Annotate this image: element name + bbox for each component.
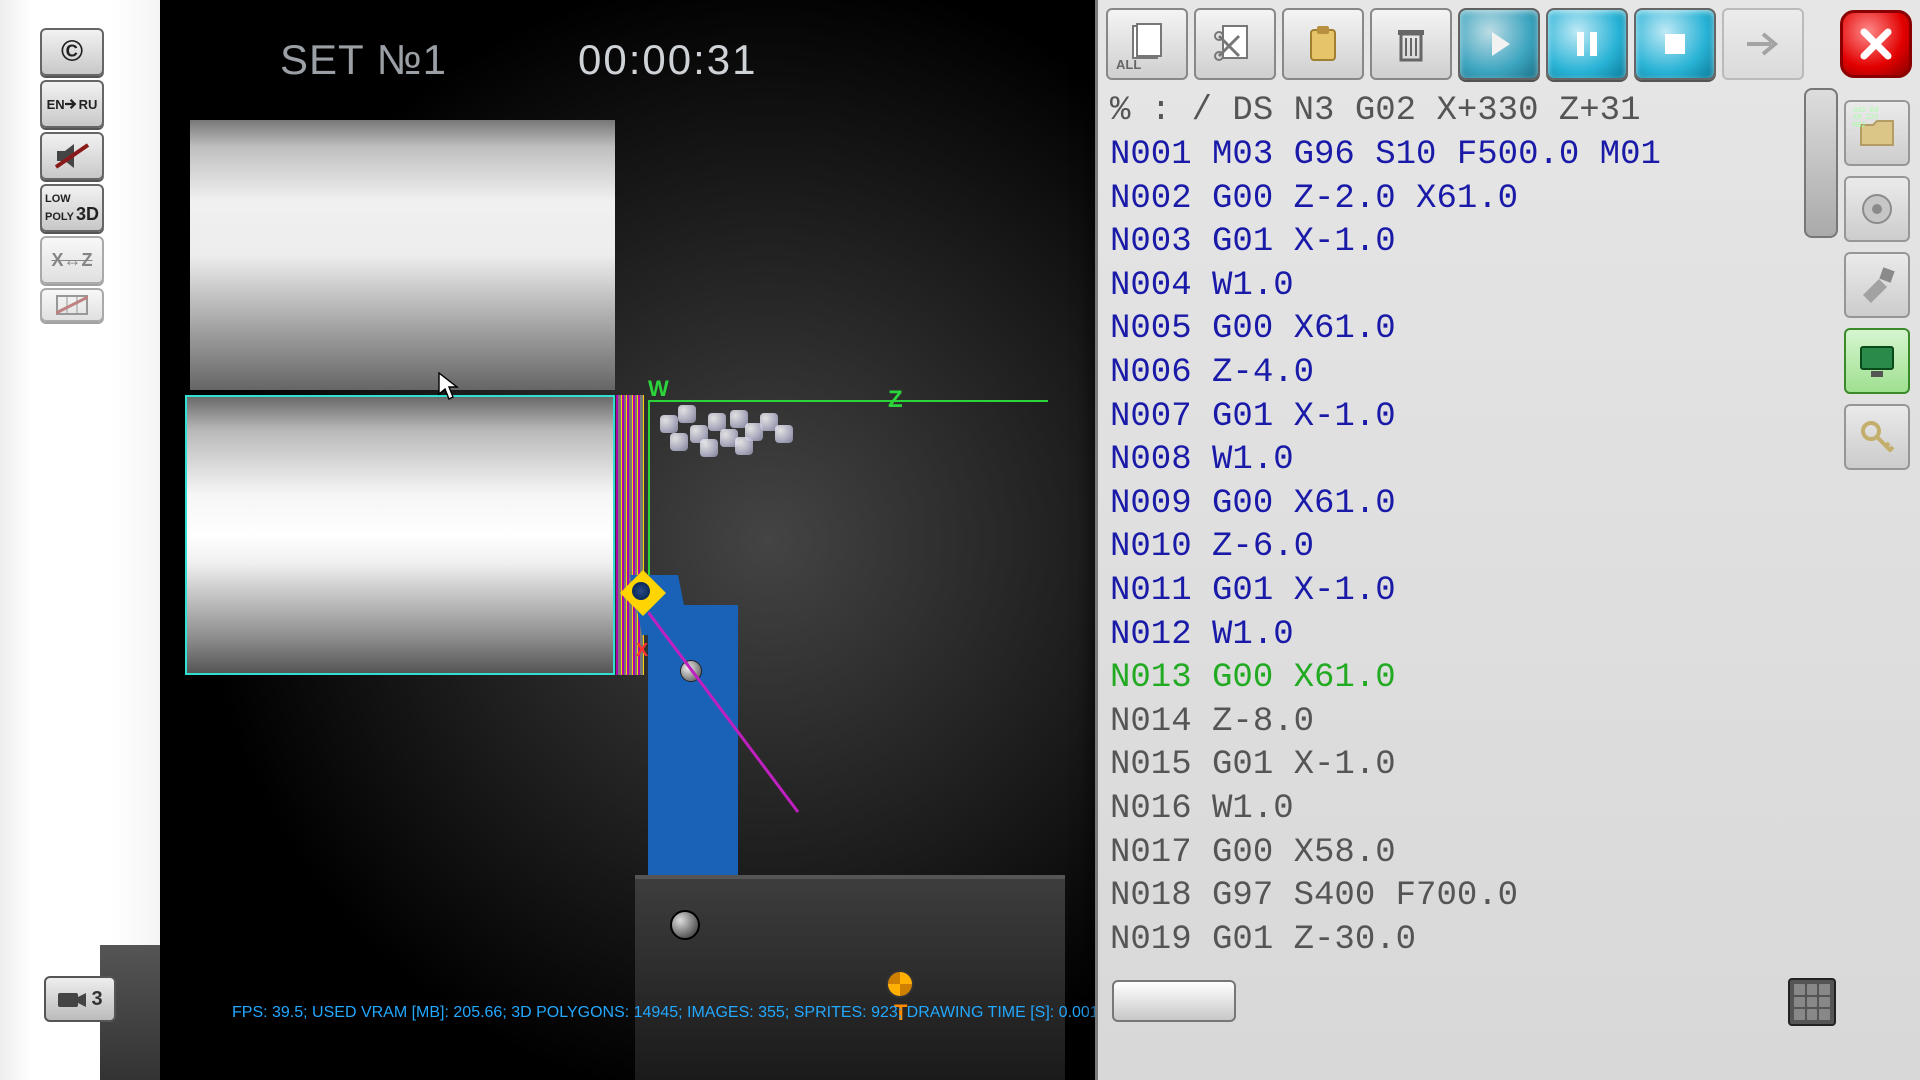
play-icon [1482, 27, 1516, 61]
delete-button[interactable] [1370, 8, 1452, 80]
gcode-line[interactable]: N013 G00 X61.0 [1110, 657, 1810, 701]
mute-button[interactable] [40, 132, 104, 180]
gcode-monitor-button[interactable]: G92 E0 X0 Z25 M02 [1844, 328, 1910, 394]
gcode-line[interactable]: N004 W1.0 [1110, 265, 1810, 309]
select-all-label: ALL [1116, 57, 1141, 72]
gcode-line[interactable]: N015 G01 X-1.0 [1110, 744, 1810, 788]
gcode-line[interactable]: N006 Z-4.0 [1110, 352, 1810, 396]
close-panel-button[interactable] [1840, 10, 1912, 78]
gcode-line[interactable]: N003 G01 X-1.0 [1110, 221, 1810, 265]
gcode-line[interactable]: N009 G00 X61.0 [1110, 483, 1810, 527]
lowpoly-c: 3D [76, 205, 99, 223]
gcode-line[interactable]: N007 G01 X-1.0 [1110, 396, 1810, 440]
step-button[interactable] [1722, 8, 1804, 80]
tool-icon [1857, 265, 1897, 305]
trash-icon [1389, 22, 1433, 66]
swap-xz-button[interactable]: X↔Z [40, 236, 104, 284]
viewport-3d[interactable]: W Z X T FPS: 39.5; USED VRAM [MB]: 205.6… [0, 0, 1095, 1080]
lang-from-label: EN [47, 98, 65, 111]
render-stats: FPS: 39.5; USED VRAM [MB]: 205.66; 3D PO… [232, 1004, 1095, 1022]
camera-index: 3 [91, 988, 102, 1011]
gcode-line[interactable]: N011 G01 X-1.0 [1110, 570, 1810, 614]
arrow-right-icon [65, 97, 79, 111]
gcode-line[interactable]: N018 G97 S400 F700.0 [1110, 875, 1810, 919]
turret-bolt [670, 910, 700, 940]
paste-button[interactable] [1282, 8, 1364, 80]
gcode-input-field[interactable] [1112, 980, 1236, 1022]
gcode-line[interactable]: N010 Z-6.0 [1110, 526, 1810, 570]
workpiece-upper [190, 120, 615, 390]
camera-view-button[interactable]: 3 [44, 976, 116, 1022]
select-all-button[interactable]: ALL [1106, 8, 1188, 80]
key-icon [1857, 417, 1897, 457]
gcode-line[interactable]: N008 W1.0 [1110, 439, 1810, 483]
set-title: SET №1 [280, 36, 447, 84]
monitor-gcode-icon [1857, 341, 1897, 381]
paste-icon [1301, 22, 1345, 66]
axis-z-label: Z [888, 386, 903, 414]
axis-w-label: W [648, 376, 669, 402]
stop-icon [1661, 30, 1689, 58]
key-settings-button[interactable] [1844, 404, 1910, 470]
lowpoly-toggle-button[interactable]: LOW POLY 3D [40, 184, 104, 232]
lowpoly-b: POLY [45, 212, 74, 223]
right-toolstrip: G92 E0 X0 Z25 M02 [1844, 100, 1914, 470]
close-icon [1856, 24, 1896, 64]
grid-icon [56, 295, 88, 315]
cut-button[interactable] [1194, 8, 1276, 80]
pause-icon [1572, 29, 1602, 59]
gcode-toolbar: ALL [1106, 4, 1912, 84]
workpiece-lower-bbox [185, 395, 615, 675]
copyright-icon: © [61, 35, 83, 69]
about-button[interactable]: © [40, 28, 104, 76]
monitor-mini-text: G92 E0 X0 Z25 M02 [1853, 107, 1878, 129]
gcode-file-header: % : / DS N3 G02 X+330 Z+31 [1110, 92, 1810, 130]
pause-button[interactable] [1546, 8, 1628, 80]
gcode-line[interactable]: N019 G01 Z-30.0 [1110, 919, 1810, 963]
lang-to-label: RU [79, 98, 98, 111]
chuck-setup-button[interactable] [1844, 176, 1910, 242]
gcode-line[interactable]: N005 G00 X61.0 [1110, 308, 1810, 352]
tool-setup-button[interactable] [1844, 252, 1910, 318]
gcode-listing[interactable]: N001 M03 G96 S10 F500.0 M01N002 G00 Z-2.… [1110, 134, 1810, 965]
gcode-line[interactable]: N012 W1.0 [1110, 614, 1810, 658]
gcode-panel: ALL % : / DS N3 G02 X+330 Z+31 N001 M03 … [1095, 0, 1920, 1080]
tool-path-line [648, 612, 828, 822]
cut-passes [616, 395, 644, 675]
swap-xz-label: X↔Z [51, 250, 92, 271]
lowpoly-a: LOW [45, 194, 71, 205]
left-toolbar: © EN RU LOW POLY 3D X↔Z [40, 28, 104, 322]
grid-toggle-button[interactable] [40, 288, 104, 322]
gcode-scrollbar-thumb[interactable] [1804, 88, 1838, 238]
cut-icon [1213, 22, 1257, 66]
gcode-line[interactable]: N014 Z-8.0 [1110, 701, 1810, 745]
elapsed-timer: 00:00:31 [578, 36, 758, 84]
camera-icon [57, 988, 87, 1010]
gcode-line[interactable]: N016 W1.0 [1110, 788, 1810, 832]
step-icon [1741, 22, 1785, 66]
axis-x-label: X [636, 640, 648, 661]
chips-particles [660, 405, 800, 475]
axis-z-line [648, 400, 1048, 402]
gcode-line[interactable]: N002 G00 Z-2.0 X61.0 [1110, 178, 1810, 222]
run-button[interactable] [1458, 8, 1540, 80]
gcode-line[interactable]: N001 M03 G96 S10 F500.0 M01 [1110, 134, 1810, 178]
stop-button[interactable] [1634, 8, 1716, 80]
turret-base [635, 875, 1065, 1080]
language-toggle-button[interactable]: EN RU [40, 80, 104, 128]
speaker-muted-icon [54, 141, 90, 171]
numpad-button[interactable] [1788, 978, 1836, 1026]
gcode-line[interactable]: N017 G00 X58.0 [1110, 832, 1810, 876]
chuck-icon [1857, 189, 1897, 229]
turret-center-marker [886, 970, 914, 998]
